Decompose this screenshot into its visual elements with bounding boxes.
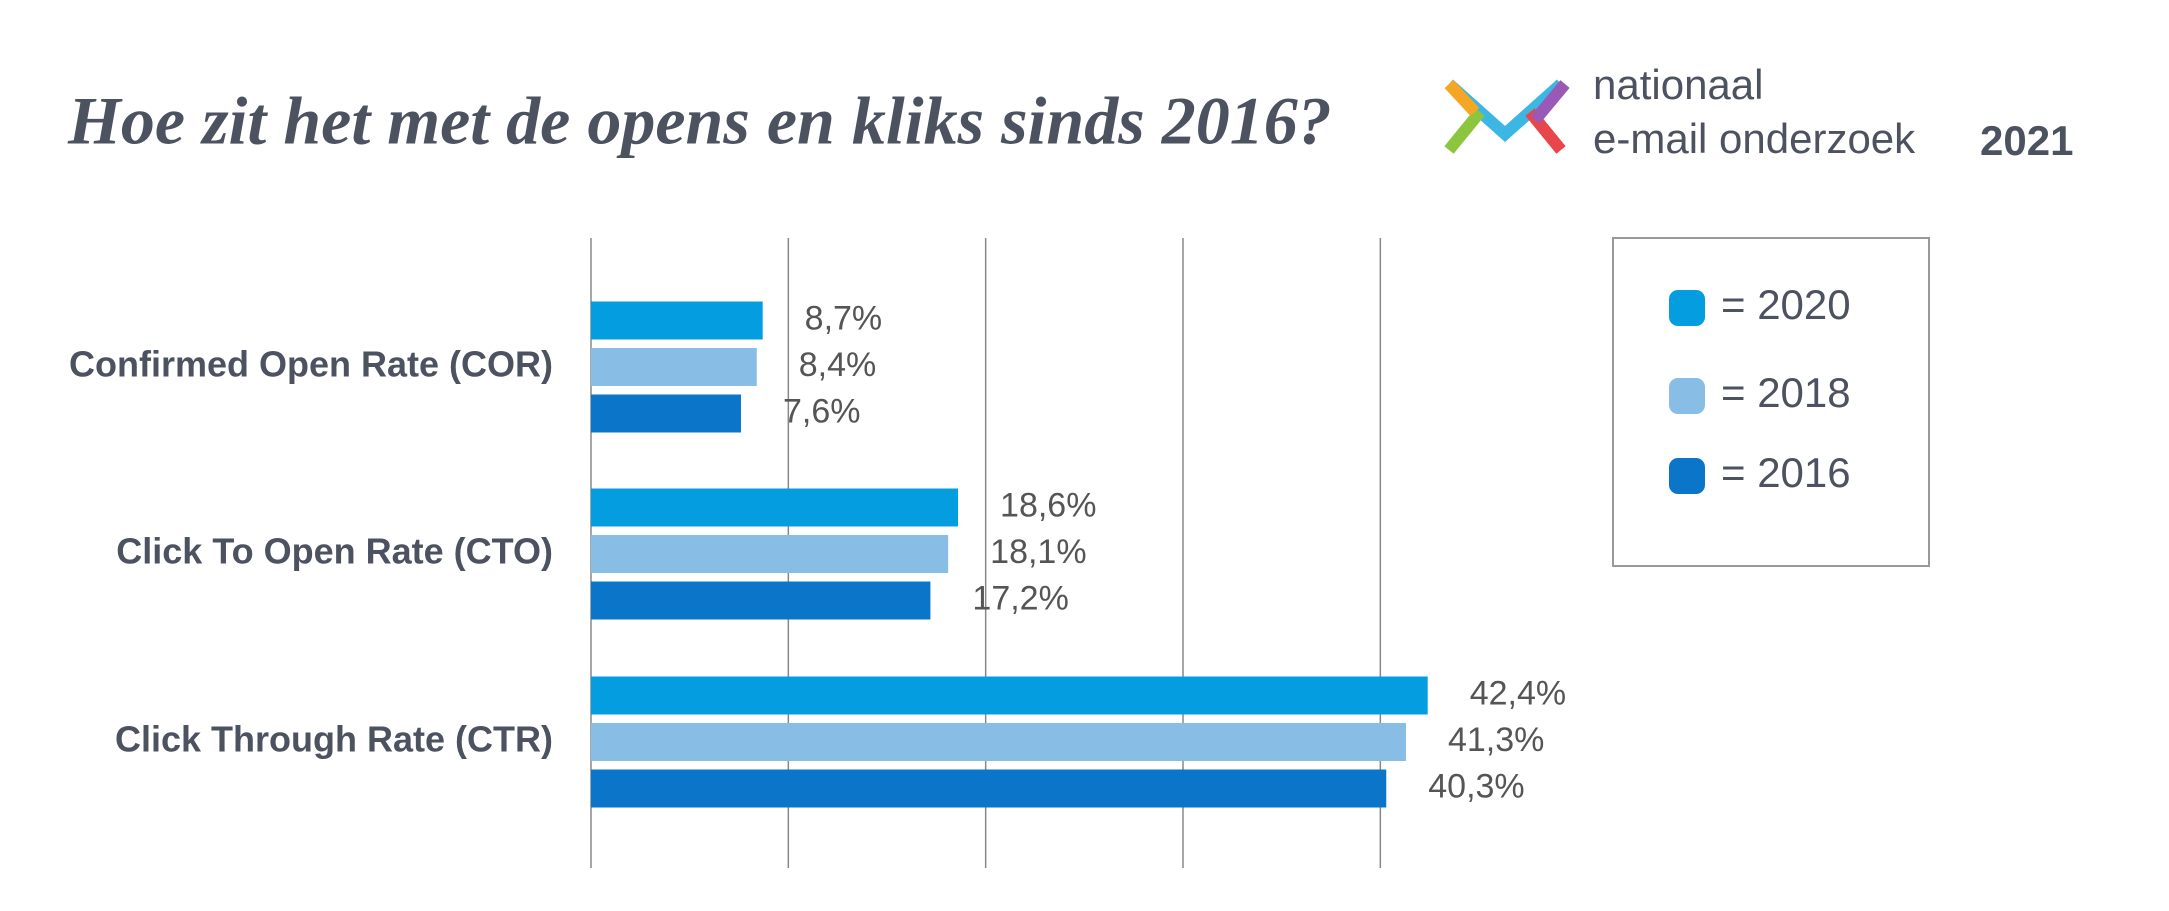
bar xyxy=(591,535,949,573)
value-label: 18,6% xyxy=(1000,486,1096,524)
bar xyxy=(591,394,741,433)
value-label: 40,3% xyxy=(1428,767,1524,805)
legend-box xyxy=(1612,237,1930,567)
legend-label: = 2018 xyxy=(1721,369,1851,416)
value-label: 7,6% xyxy=(783,392,861,430)
legend-swatch xyxy=(1669,458,1705,494)
chart-title: Hoe zit het met de opens en kliks sinds … xyxy=(67,83,1332,159)
bar xyxy=(591,581,931,620)
logo-mark xyxy=(1530,80,1570,124)
brand-line2: e-mail onderzoek xyxy=(1593,115,1916,162)
value-label: 17,2% xyxy=(972,579,1068,617)
value-label: 8,4% xyxy=(799,346,877,384)
value-label: 41,3% xyxy=(1448,721,1544,759)
brand-year: 2021 xyxy=(1980,117,2073,164)
legend-swatch xyxy=(1669,290,1705,326)
category-label: Click Through Rate (CTR) xyxy=(115,719,553,760)
legend-label: = 2016 xyxy=(1721,449,1851,496)
legend-label: = 2020 xyxy=(1721,281,1851,328)
bar xyxy=(591,488,959,527)
bar xyxy=(591,348,757,386)
brand-line1: nationaal xyxy=(1593,61,1763,108)
logo xyxy=(1444,79,1570,154)
logo-mark xyxy=(1444,79,1480,117)
category-label: Confirmed Open Rate (COR) xyxy=(69,344,553,385)
value-label: 42,4% xyxy=(1470,674,1566,712)
bar xyxy=(591,301,763,340)
bar xyxy=(591,769,1387,808)
category-label: Click To Open Rate (CTO) xyxy=(116,531,553,572)
value-label: 18,1% xyxy=(990,533,1086,571)
value-label: 8,7% xyxy=(805,299,883,337)
bar xyxy=(591,676,1428,715)
logo-mark xyxy=(1444,108,1485,154)
legend-swatch xyxy=(1669,378,1705,414)
bar xyxy=(591,723,1406,761)
